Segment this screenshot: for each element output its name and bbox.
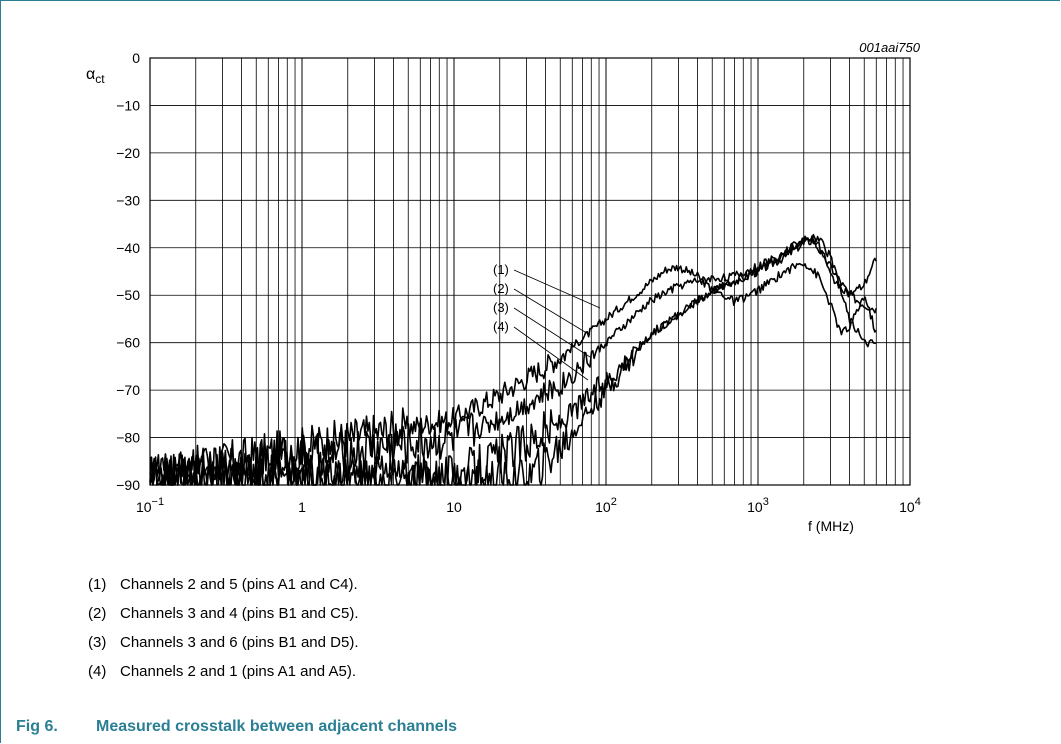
x-tick-label: 104 bbox=[899, 496, 921, 515]
x-tick-label: 1 bbox=[298, 499, 306, 515]
series-callout-label: (1) bbox=[493, 262, 509, 277]
note-number: (2) bbox=[88, 605, 107, 622]
note-number: (3) bbox=[88, 634, 107, 651]
crosstalk-chart: (1) (2) (3) (4) 0 −10 −20 −30 −40 −50 −60 −70 −80 −9… bbox=[86, 40, 921, 534]
y-tick-label: −40 bbox=[116, 240, 140, 256]
series-callout-label: (2) bbox=[493, 281, 509, 296]
y-tick-label: −10 bbox=[116, 97, 140, 113]
note-number: (1) bbox=[88, 576, 107, 593]
note-item: (4) Channels 2 and 1 (pins A1 and A5). bbox=[88, 657, 358, 686]
note-item: (3) Channels 3 and 6 (pins B1 and D5). bbox=[88, 628, 358, 657]
series-layer bbox=[149, 233, 878, 486]
y-tick-label: −60 bbox=[116, 335, 140, 351]
note-number: (4) bbox=[88, 663, 107, 680]
y-tick-label: −20 bbox=[116, 145, 140, 161]
figure-caption: Fig 6. Measured crosstalk between adjacen… bbox=[16, 718, 457, 736]
figure-number: Fig 6. bbox=[16, 718, 58, 735]
y-tick-label: −50 bbox=[116, 287, 140, 303]
y-tick-label: −90 bbox=[116, 477, 140, 493]
series-callout-label: (3) bbox=[493, 300, 509, 315]
y-axis-label-main: α bbox=[86, 66, 95, 83]
series-line bbox=[149, 238, 878, 486]
y-tick-label: −80 bbox=[116, 430, 140, 446]
note-item: (2) Channels 3 and 4 (pins B1 and C5). bbox=[88, 599, 358, 628]
x-tick-label: 102 bbox=[595, 496, 617, 515]
callout-leader-line bbox=[513, 288, 591, 336]
y-axis-label: αct bbox=[86, 66, 105, 86]
callout-leader-line bbox=[513, 326, 589, 381]
y-axis-label-sub: ct bbox=[95, 72, 105, 86]
series-line bbox=[149, 235, 878, 486]
figure-title: Measured crosstalk between adjacent chan… bbox=[96, 718, 458, 735]
callout-leader-line bbox=[513, 307, 591, 358]
x-tick-label: 10−1 bbox=[136, 496, 164, 515]
plot-border bbox=[149, 57, 911, 486]
x-axis-label: f (MHz) bbox=[808, 518, 854, 534]
series-line bbox=[149, 233, 877, 486]
note-text: Channels 2 and 1 (pins A1 and A5). bbox=[120, 663, 357, 680]
x-tick-label: 10 bbox=[446, 499, 462, 515]
note-item: (1) Channels 2 and 5 (pins A1 and C4). bbox=[88, 570, 358, 599]
chart-grid bbox=[150, 58, 910, 485]
note-text: Channels 2 and 5 (pins A1 and C4). bbox=[120, 576, 358, 593]
y-tick-label: −70 bbox=[116, 382, 140, 398]
note-text: Channels 3 and 4 (pins B1 and C5). bbox=[120, 605, 359, 622]
series-callout-label: (4) bbox=[493, 319, 509, 334]
x-tick-labels: 10−1 1 10 102 103 104 bbox=[136, 496, 921, 515]
series-callouts: (1) (2) (3) (4) bbox=[493, 262, 601, 381]
notes-list: (1) Channels 2 and 5 (pins A1 and C4). (2… bbox=[88, 570, 358, 686]
figure-code: 001aai750 bbox=[859, 40, 920, 55]
note-text: Channels 3 and 6 (pins B1 and D5). bbox=[120, 634, 359, 651]
callout-leader-line bbox=[513, 269, 601, 309]
series-line bbox=[149, 262, 877, 486]
y-tick-label: −30 bbox=[116, 192, 140, 208]
x-tick-label: 103 bbox=[747, 496, 769, 515]
y-tick-labels: 0 −10 −20 −30 −40 −50 −60 −70 −80 −90 bbox=[116, 50, 140, 493]
y-tick-label: 0 bbox=[132, 50, 140, 66]
